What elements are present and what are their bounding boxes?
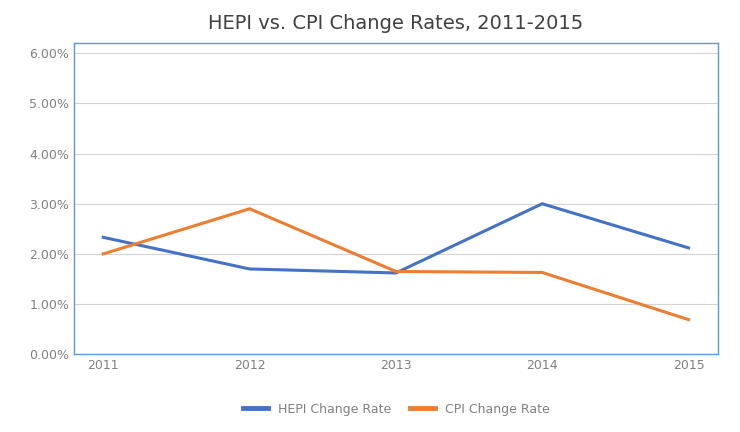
HEPI Change Rate [538, 201, 547, 206]
Legend: HEPI Change Rate, CPI Change Rate: HEPI Change Rate, CPI Change Rate [238, 398, 554, 421]
HEPI Change Rate [245, 267, 254, 272]
CPI Change Rate [99, 251, 108, 257]
Line: HEPI Change Rate: HEPI Change Rate [104, 204, 688, 273]
CPI Change Rate [391, 269, 400, 274]
HEPI Change Rate [684, 245, 693, 251]
HEPI Change Rate [99, 235, 108, 240]
CPI Change Rate [538, 270, 547, 275]
Line: CPI Change Rate: CPI Change Rate [104, 209, 688, 320]
Title: HEPI vs. CPI Change Rates, 2011-2015: HEPI vs. CPI Change Rates, 2011-2015 [208, 14, 584, 33]
CPI Change Rate [245, 206, 254, 211]
HEPI Change Rate [391, 270, 400, 276]
CPI Change Rate [684, 317, 693, 322]
